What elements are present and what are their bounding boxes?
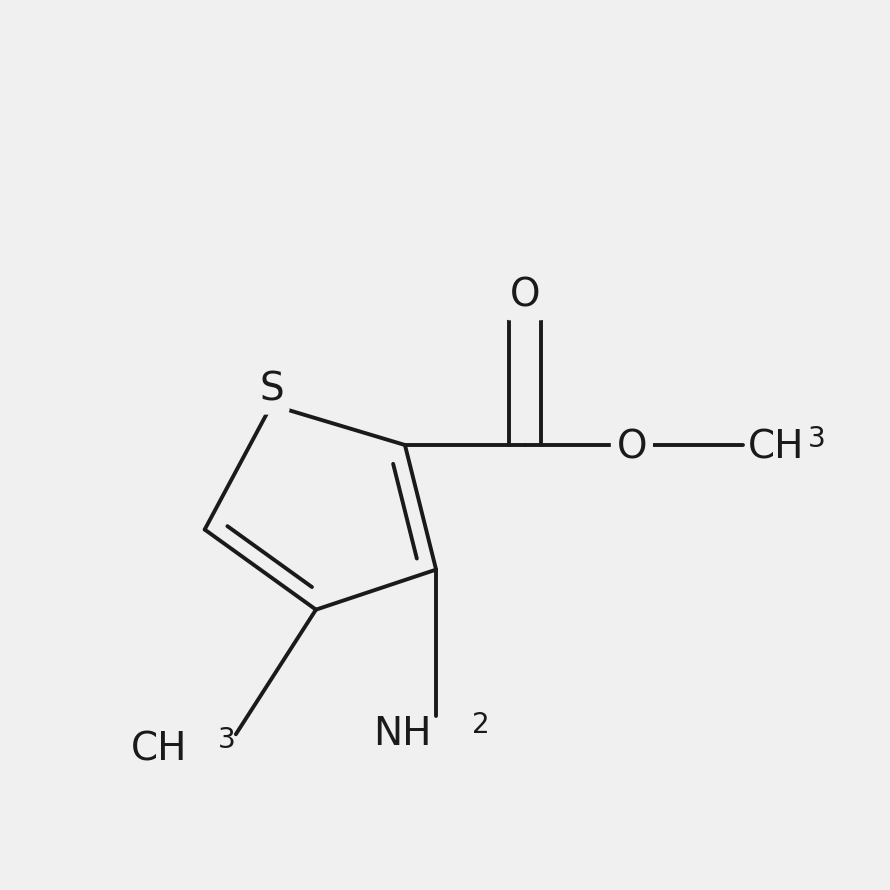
Text: CH: CH: [748, 429, 804, 466]
Text: 3: 3: [808, 425, 826, 453]
Text: 2: 2: [472, 711, 490, 740]
Text: 3: 3: [218, 726, 236, 755]
Text: NH: NH: [373, 716, 432, 753]
Text: O: O: [510, 277, 540, 314]
Text: O: O: [617, 429, 647, 466]
Text: S: S: [259, 371, 284, 409]
Text: CH: CH: [131, 731, 187, 768]
